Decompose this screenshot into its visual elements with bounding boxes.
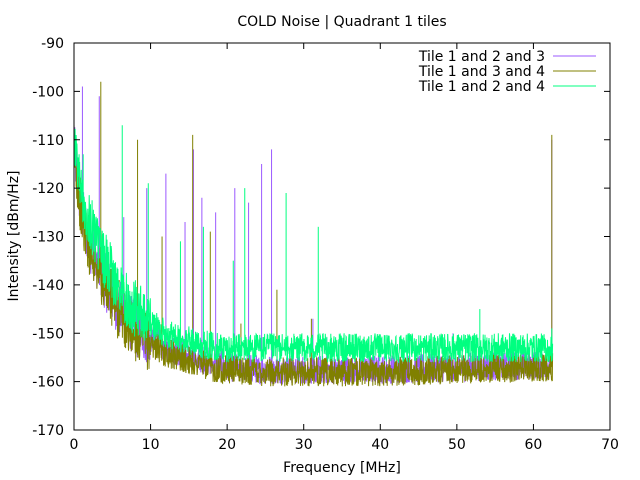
x-tick-label: 10 <box>142 437 160 453</box>
chart-title: COLD Noise | Quadrant 1 tiles <box>237 14 446 30</box>
y-tick-label: -160 <box>32 375 64 391</box>
x-tick-label: 20 <box>218 437 236 453</box>
series-line <box>73 128 554 364</box>
y-tick-label: -90 <box>41 36 64 52</box>
y-tick-label: -170 <box>32 423 64 439</box>
plot-series <box>73 81 554 387</box>
x-tick-label: 30 <box>295 437 313 453</box>
y-tick-label: -150 <box>32 326 64 342</box>
y-axis-label: Intensity [dBm/Hz] <box>6 170 22 301</box>
x-tick-label: 60 <box>525 437 543 453</box>
x-tick-label: 40 <box>371 437 389 453</box>
y-axis: -170 -160 -150 -140 -130 -120 -110 -100 -90 <box>32 36 610 439</box>
legend-label: Tile 1 and 2 and 4 <box>418 79 545 95</box>
x-tick-label: 50 <box>448 437 466 453</box>
y-tick-label: -140 <box>32 278 64 294</box>
x-tick-label: 0 <box>70 437 79 453</box>
y-tick-label: -100 <box>32 84 64 100</box>
legend-label: Tile 1 and 3 and 4 <box>418 64 545 80</box>
x-tick-label: 70 <box>601 437 619 453</box>
y-tick-label: -120 <box>32 181 64 197</box>
y-tick-label: -130 <box>32 230 64 246</box>
legend-label: Tile 1 and 2 and 3 <box>418 49 545 65</box>
x-axis: 0 10 20 30 40 50 60 70 <box>70 43 619 453</box>
x-axis-label: Frequency [MHz] <box>283 460 401 476</box>
y-tick-label: -110 <box>32 133 64 149</box>
